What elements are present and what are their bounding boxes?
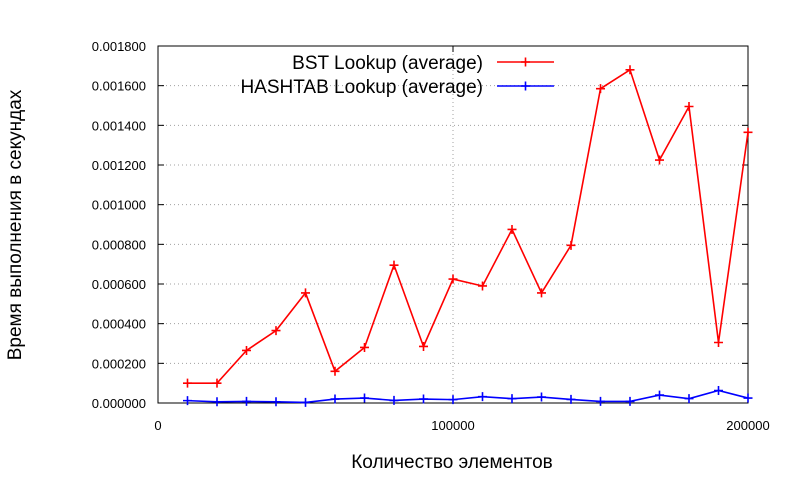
data-point-hashtab	[684, 394, 694, 404]
y-tick-label: 0.001600	[92, 79, 146, 94]
data-point-hashtab	[478, 392, 487, 402]
legend-marker-hashtab	[521, 81, 530, 91]
x-tick-label: 100000	[431, 418, 474, 433]
data-point-hashtab	[566, 394, 576, 404]
y-tick-label: 0.001000	[92, 198, 146, 213]
data-point-bst	[537, 288, 546, 298]
data-point-hashtab	[271, 397, 281, 407]
data-point-hashtab	[448, 395, 458, 405]
x-tick-label: 200000	[726, 418, 769, 433]
series-hashtab	[183, 386, 753, 407]
data-point-bst	[448, 274, 458, 284]
data-point-bst	[684, 101, 694, 111]
legend: BST Lookup (average) HASHTAB Lookup (aver…	[240, 53, 554, 98]
axis-ticks	[157, 45, 749, 404]
series-layer	[183, 65, 753, 407]
data-point-bst	[242, 345, 251, 355]
y-axis-title: Время выполнения в секундах	[5, 89, 26, 360]
y-tick-label: 0.000800	[92, 237, 146, 252]
x-tick-label: 0	[154, 418, 161, 433]
data-point-bst	[330, 366, 340, 376]
series-bst	[183, 65, 753, 388]
x-tick-labels: 0 100000 200000	[154, 418, 769, 433]
data-point-hashtab	[743, 393, 753, 403]
y-tick-label: 0.001200	[92, 158, 146, 173]
data-point-hashtab	[301, 397, 310, 407]
y-tick-label: 0.000000	[92, 396, 146, 411]
series-line-hashtab	[187, 389, 749, 404]
y-tick-labels: 0.000000 0.000200 0.000400 0.000600 0.000800…	[92, 39, 146, 411]
data-point-bst	[183, 378, 192, 388]
data-point-bst	[566, 240, 576, 250]
data-point-hashtab	[360, 393, 369, 403]
data-point-hashtab	[625, 396, 635, 406]
data-point-hashtab	[655, 390, 664, 400]
data-point-hashtab	[389, 395, 399, 405]
y-tick-label: 0.000200	[92, 356, 146, 371]
x-axis-title: Количество элементов	[351, 452, 553, 473]
legend-label-bst: BST Lookup (average)	[292, 53, 483, 74]
data-point-bst	[596, 84, 605, 94]
legend-label-hashtab: HASHTAB Lookup (average)	[240, 77, 483, 98]
data-point-hashtab	[419, 394, 428, 404]
data-point-hashtab	[183, 396, 192, 406]
y-tick-label: 0.000400	[92, 317, 146, 332]
data-point-bst	[507, 224, 517, 234]
y-tick-label: 0.001800	[92, 39, 146, 54]
data-point-hashtab	[596, 396, 605, 406]
series-line-bst	[187, 68, 749, 384]
data-point-bst	[212, 378, 222, 388]
data-point-bst	[714, 338, 723, 348]
data-point-hashtab	[212, 397, 222, 407]
legend-marker-bst	[521, 57, 530, 67]
data-point-bst	[478, 281, 487, 291]
data-point-bst	[301, 288, 310, 298]
data-point-bst	[271, 326, 281, 336]
y-tick-label: 0.001400	[92, 118, 146, 133]
data-point-hashtab	[714, 386, 723, 396]
data-point-bst	[419, 341, 428, 351]
data-point-hashtab	[507, 394, 517, 404]
data-point-hashtab	[537, 392, 546, 402]
data-point-bst	[655, 155, 664, 165]
data-point-hashtab	[330, 394, 340, 404]
data-point-bst	[743, 127, 753, 137]
data-point-hashtab	[242, 396, 251, 406]
y-tick-label: 0.000600	[92, 277, 146, 292]
data-point-bst	[625, 65, 635, 75]
data-point-bst	[389, 260, 399, 270]
data-point-bst	[360, 342, 369, 352]
